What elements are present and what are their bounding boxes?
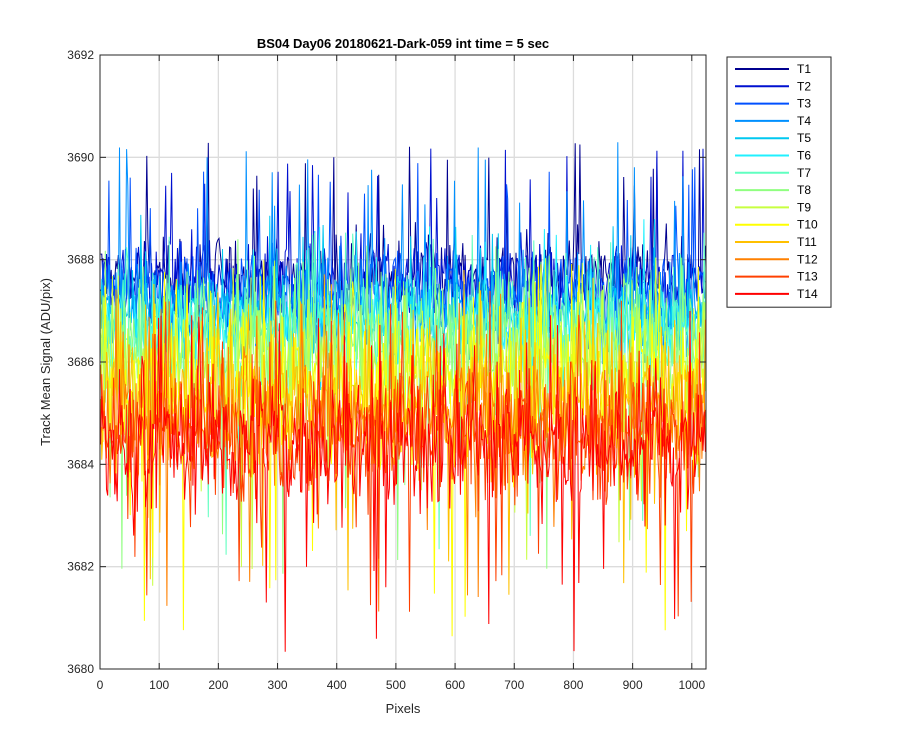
legend-label: T6 bbox=[797, 149, 811, 163]
legend-label: T3 bbox=[797, 97, 811, 111]
y-axis-label: Track Mean Signal (ADU/pix) bbox=[38, 278, 53, 446]
axis-ticks: 0 100 200 300 400 500 600 700 800 900 1000 3680 3682… bbox=[67, 48, 706, 692]
legend-label: T7 bbox=[797, 166, 811, 180]
series-line-T10 bbox=[100, 260, 706, 637]
chart-title: BS04 Day06 20180621-Dark-059 int time = … bbox=[257, 36, 549, 51]
y-tick-label: 3682 bbox=[67, 560, 94, 574]
legend-label: T1 bbox=[797, 62, 811, 76]
x-tick-label: 700 bbox=[504, 678, 524, 692]
legend-label: T10 bbox=[797, 218, 818, 232]
series-line-T14 bbox=[100, 310, 706, 652]
legend-label: T9 bbox=[797, 200, 811, 214]
y-tick-label: 3690 bbox=[67, 150, 94, 164]
legend-label: T13 bbox=[797, 270, 818, 284]
x-tick-label: 0 bbox=[97, 678, 104, 692]
x-tick-label: 900 bbox=[623, 678, 643, 692]
legend-label: T8 bbox=[797, 183, 811, 197]
legend-box bbox=[726, 56, 832, 308]
x-tick-label: 400 bbox=[327, 678, 347, 692]
x-tick-label: 600 bbox=[445, 678, 465, 692]
y-tick-label: 3680 bbox=[67, 662, 94, 676]
x-tick-label: 300 bbox=[268, 678, 288, 692]
x-tick-label: 100 bbox=[149, 678, 169, 692]
y-tick-label: 3684 bbox=[67, 457, 94, 471]
legend-label: T12 bbox=[797, 252, 818, 266]
x-tick-label: 500 bbox=[386, 678, 406, 692]
legend-label: T2 bbox=[797, 79, 811, 93]
legend-label: T14 bbox=[797, 287, 818, 301]
x-tick-label: 200 bbox=[208, 678, 228, 692]
legend-label: T4 bbox=[797, 114, 811, 128]
y-tick-label: 3692 bbox=[67, 48, 94, 62]
plot-series bbox=[100, 142, 706, 652]
x-tick-label: 1000 bbox=[678, 678, 705, 692]
x-axis-label: Pixels bbox=[386, 701, 421, 716]
legend-label: T11 bbox=[797, 235, 817, 249]
legend: T1 T2 T3 T4 T5 T6 T7 T8 T9 T10 T11 T12 T13 T14 bbox=[726, 56, 832, 308]
legend-label: T5 bbox=[797, 131, 811, 145]
y-tick-label: 3688 bbox=[67, 253, 94, 267]
x-tick-label: 800 bbox=[563, 678, 583, 692]
y-tick-label: 3686 bbox=[67, 355, 94, 369]
